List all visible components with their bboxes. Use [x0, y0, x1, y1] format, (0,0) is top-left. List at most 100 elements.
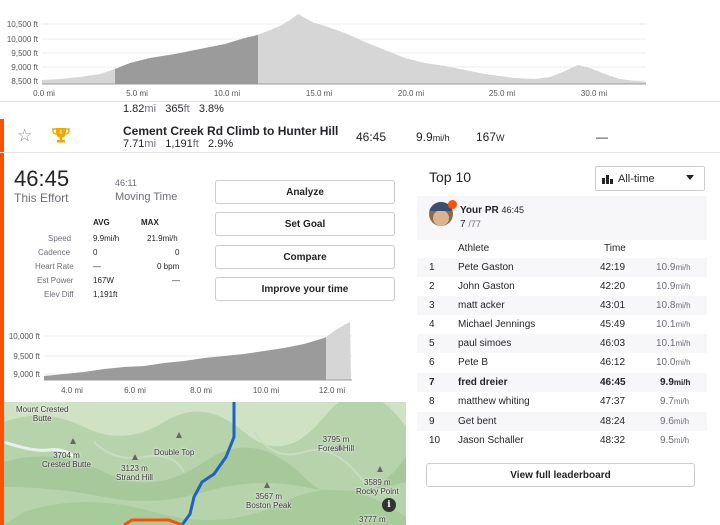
- effort-elapsed-time: 46:45: [14, 166, 70, 191]
- segment-name[interactable]: Cement Creek Rd Climb to Hunter Hill: [123, 124, 339, 138]
- leaderboard-row[interactable]: 4 Michael Jennings 45:49 10.1mi/h: [417, 315, 707, 334]
- x-tick: 30.0 mi: [581, 89, 607, 98]
- segment-elevation-chart[interactable]: 10,000 ft 9,500 ft 9,000 ft 4.0 mi 6.0 m…: [4, 316, 406, 400]
- x-tick: 5.0 mi: [126, 89, 148, 98]
- star-icon[interactable]: ☆: [17, 126, 33, 145]
- caret-down-icon: [686, 175, 694, 180]
- stat-avg: 167W: [93, 276, 114, 285]
- speed: 10.1mi/h: [656, 319, 691, 330]
- time: 46:12: [600, 357, 626, 368]
- set-goal-button[interactable]: Set Goal: [215, 212, 395, 236]
- athlete-name[interactable]: matthew whiting: [458, 396, 530, 407]
- stat-max: 0: [175, 248, 180, 257]
- moving-time-label: Moving Time: [115, 191, 178, 203]
- x-tick: 0.0 mi: [33, 89, 55, 98]
- filter-value: All-time: [618, 172, 655, 185]
- x-tick: 12.0 mi: [319, 386, 345, 395]
- time: 47:37: [600, 396, 626, 407]
- segment-time: 46:45: [356, 130, 387, 144]
- segment-profile-area: [44, 337, 326, 380]
- rank: 1: [429, 262, 435, 273]
- time: 42:19: [600, 262, 626, 273]
- time: 48:24: [600, 416, 626, 427]
- time: 46:03: [600, 338, 626, 349]
- rank: 9: [429, 416, 435, 427]
- y-tick: 10,500 ft: [7, 20, 39, 29]
- stat-label: Heart Rate: [35, 262, 74, 271]
- map-terrain: [4, 402, 406, 525]
- map-info-icon[interactable]: i: [382, 498, 396, 512]
- leaderboard-row-current-user[interactable]: 7 fred dreier 46:45 9.9mi/h: [417, 373, 707, 392]
- top10-title: Top 10: [429, 169, 472, 185]
- x-tick: 8.0 mi: [190, 386, 212, 395]
- route-line: [180, 402, 236, 525]
- rank: 7: [429, 377, 435, 388]
- y-tick: 10,000 ft: [9, 332, 41, 341]
- y-tick: 9,500 ft: [13, 352, 40, 361]
- effort-elapsed-label: This Effort: [14, 191, 69, 205]
- segment-row-previous[interactable]: 1.82mi 365ft 3.8%: [0, 102, 720, 120]
- map-label: 3123 m Strand Hill: [116, 464, 153, 482]
- map-label: 3567 m Boston Peak: [246, 492, 292, 510]
- leaderboard-filter-dropdown[interactable]: All-time: [595, 166, 705, 191]
- athlete-name[interactable]: Pete B: [458, 357, 489, 368]
- y-tick: 10,000 ft: [7, 35, 39, 44]
- leaderboard-row[interactable]: 10 Jason Schaller 48:32 9.5mi/h: [417, 431, 707, 450]
- x-tick: 10.0 mi: [253, 386, 279, 395]
- stat-label: Speed: [48, 234, 72, 243]
- x-tick: 6.0 mi: [124, 386, 146, 395]
- stat-avg: 1,191ft: [93, 290, 118, 299]
- stat-avg: 0: [93, 248, 98, 257]
- athlete-name[interactable]: Pete Gaston: [458, 262, 514, 273]
- map-label: 3777 m: [359, 515, 386, 524]
- analyze-button[interactable]: Analyze: [215, 180, 395, 204]
- x-tick: 25.0 mi: [489, 89, 515, 98]
- athlete-name[interactable]: fred dreier: [458, 377, 508, 388]
- elevation-profile-svg: 10,500 ft 10,000 ft 9,500 ft 9,000 ft 8,…: [7, 14, 646, 98]
- athlete-name[interactable]: Get bent: [458, 416, 497, 427]
- your-pr-box: Your PR 46:45 7 /77: [417, 196, 707, 240]
- bar-chart-icon: [602, 174, 616, 184]
- expanded-indicator: [0, 119, 4, 525]
- athlete-name[interactable]: Jason Schaller: [458, 435, 524, 446]
- leaderboard-row[interactable]: 3 matt acker 43:01 10.8mi/h: [417, 296, 707, 315]
- pr-label: Your PR 46:45: [460, 205, 525, 216]
- compare-button[interactable]: Compare: [215, 245, 395, 269]
- segment-profile-tail: [326, 322, 351, 380]
- time: 42:20: [600, 281, 626, 292]
- elevation-profile-chart[interactable]: 10,500 ft 10,000 ft 9,500 ft 9,000 ft 8,…: [0, 0, 720, 102]
- segment-map[interactable]: Mount Crested Butte 3704 m Crested Butte…: [4, 402, 406, 525]
- leaderboard-row[interactable]: 2 John Gaston 42:20 10.9mi/h: [417, 277, 707, 296]
- y-tick: 9,500 ft: [11, 49, 38, 58]
- athlete-name[interactable]: matt acker: [458, 300, 505, 311]
- stat-max: 21.9mi/h: [147, 234, 178, 243]
- athlete-name[interactable]: John Gaston: [458, 281, 515, 292]
- col-athlete: Athlete: [458, 243, 490, 254]
- view-full-leaderboard-button[interactable]: View full leaderboard: [426, 463, 695, 487]
- leaderboard-row[interactable]: 6 Pete B 46:12 10.0mi/h: [417, 353, 707, 372]
- leaderboard-row[interactable]: 5 paul simoes 46:03 10.1mi/h: [417, 334, 707, 353]
- stat-max: 0 bpm: [157, 262, 180, 271]
- moving-time: 46:11: [115, 178, 137, 188]
- y-tick: 8,500 ft: [11, 77, 38, 86]
- avatar: [429, 202, 453, 226]
- rank: 3: [429, 300, 435, 311]
- stat-label: Est Power: [37, 276, 74, 285]
- pr-rank: 7 /77: [460, 219, 481, 230]
- segment-elevation-svg: 10,000 ft 9,500 ft 9,000 ft 4.0 mi 6.0 m…: [9, 322, 352, 395]
- segment-row[interactable]: ☆ 6 Cement Creek Rd Climb to Hunter Hill…: [0, 119, 720, 153]
- trophy-icon: 6: [52, 126, 70, 149]
- leaderboard-row[interactable]: 8 matthew whiting 47:37 9.7mi/h: [417, 392, 707, 411]
- col-time: Time: [604, 243, 626, 254]
- stat-label: Elev Diff: [44, 290, 74, 299]
- segment-stats: 7.71mi 1,191ft 2.9%: [123, 138, 234, 150]
- rank: 6: [429, 357, 435, 368]
- improve-time-button[interactable]: Improve your time: [215, 277, 395, 301]
- x-tick: 15.0 mi: [306, 89, 332, 98]
- stat-label: Cadence: [38, 248, 71, 257]
- leaderboard-row[interactable]: 9 Get bent 48:24 9.6mi/h: [417, 412, 707, 431]
- athlete-name[interactable]: Michael Jennings: [458, 319, 536, 330]
- athlete-name[interactable]: paul simoes: [458, 338, 512, 349]
- leaderboard-row[interactable]: 1 Pete Gaston 42:19 10.9mi/h: [417, 258, 707, 277]
- map-label: 3589 m Rocky Point: [356, 478, 399, 496]
